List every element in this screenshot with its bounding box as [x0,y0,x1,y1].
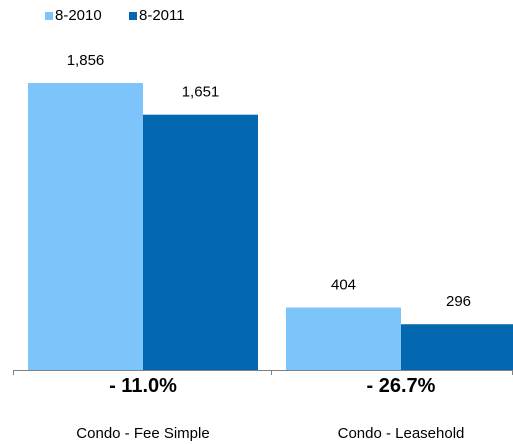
value-label-1-1: 296 [446,293,471,310]
bars [28,83,513,370]
value-label-0-1: 1,651 [182,84,220,101]
legend-label-0: 8-2010 [55,7,102,24]
category-labels: Condo - Fee Simple Condo - Leasehold [76,425,464,442]
change-label-1: - 26.7% [367,375,436,397]
legend: 8-2010 8-2011 [45,7,185,24]
change-label-0: - 11.0% [109,375,177,397]
change-labels: - 11.0% - 26.7% [109,375,436,397]
bar-0-0 [28,83,143,370]
category-label-1: Condo - Leasehold [338,425,465,442]
x-axis [13,370,513,375]
value-labels: 1,856 1,651 404 296 [67,52,471,310]
legend-label-1: 8-2011 [139,7,185,24]
category-label-0: Condo - Fee Simple [76,425,209,442]
bar-1-1 [401,324,513,370]
legend-swatch-0 [45,12,53,20]
value-label-0-0: 1,856 [67,52,105,69]
bar-0-1 [143,114,258,370]
value-label-1-0: 404 [331,277,356,294]
legend-swatch-1 [129,12,137,20]
bar-1-0 [286,307,401,370]
